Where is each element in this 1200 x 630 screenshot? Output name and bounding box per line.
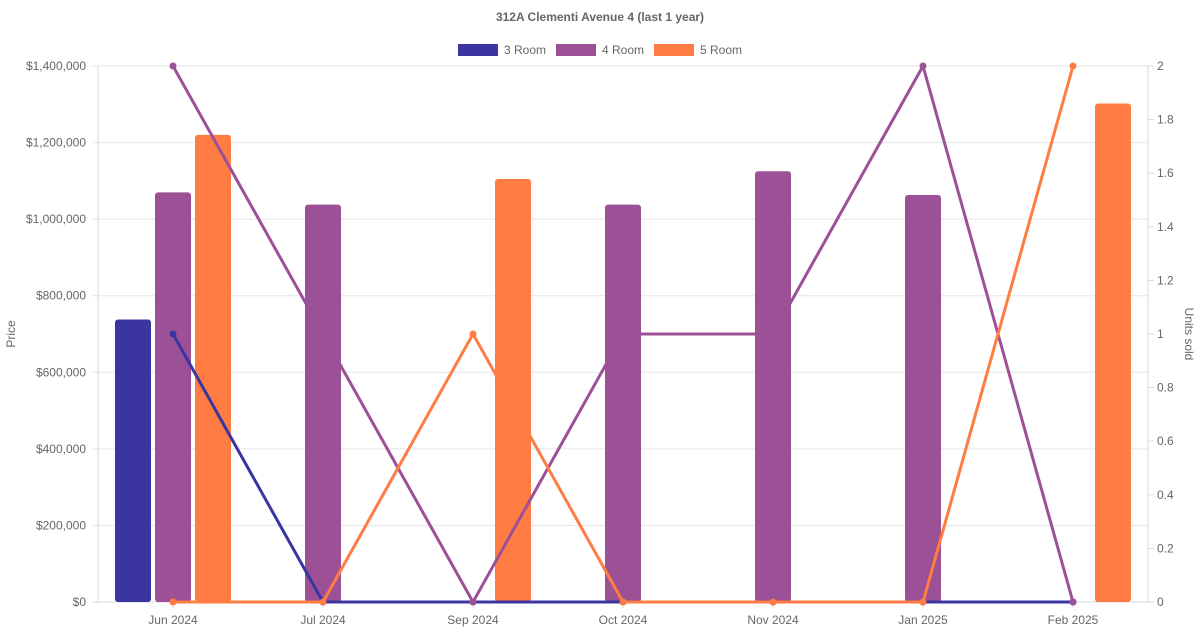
x-tick-label: Feb 2025 xyxy=(1048,613,1099,627)
y2-axis-title: Units sold xyxy=(1182,308,1196,361)
units-point xyxy=(769,598,777,606)
bar-4-room xyxy=(605,204,641,602)
y2-tick-label: 1.6 xyxy=(1157,166,1174,180)
bar-3-room xyxy=(115,319,151,602)
y2-tick-label: 1 xyxy=(1157,327,1164,341)
units-point xyxy=(469,598,477,606)
x-tick-label: Sep 2024 xyxy=(447,613,499,627)
units-point xyxy=(1069,598,1077,606)
y-tick-label: $600,000 xyxy=(36,365,86,379)
bar-4-room xyxy=(905,195,941,602)
legend-label: 3 Room xyxy=(504,43,546,57)
y-tick-label: $0 xyxy=(73,595,87,609)
units-point xyxy=(919,62,927,70)
units-point xyxy=(319,330,327,338)
bars xyxy=(115,103,1131,603)
bar-5-room xyxy=(195,134,231,602)
y-tick-label: $1,400,000 xyxy=(26,59,86,73)
bar-5-room xyxy=(495,178,531,602)
y-tick-label: $1,000,000 xyxy=(26,212,86,226)
units-point xyxy=(769,330,777,338)
chart-title: 312A Clementi Avenue 4 (last 1 year) xyxy=(496,10,704,24)
x-tick-label: Jul 2024 xyxy=(300,613,346,627)
y2-tick-label: 0 xyxy=(1157,595,1164,609)
y-tick-label: $200,000 xyxy=(36,518,86,532)
bar-4-room xyxy=(155,192,191,603)
axis-ticks: $0 $200,000 $400,000 $600,000 $800,000 $1,000… xyxy=(26,59,1174,627)
legend-swatch xyxy=(654,44,695,56)
y2-tick-label: 0.2 xyxy=(1157,541,1174,555)
x-tick-label: Jun 2024 xyxy=(148,613,198,627)
y2-tick-label: 2 xyxy=(1157,59,1164,73)
y2-tick-label: 0.8 xyxy=(1157,381,1174,395)
units-point xyxy=(169,62,177,70)
y-axis-title: Price xyxy=(4,320,18,348)
bar-5-room xyxy=(1095,103,1131,603)
units-point xyxy=(619,330,627,338)
bar-4-room xyxy=(755,171,791,603)
y2-tick-label: 0.6 xyxy=(1157,434,1174,448)
unit-lines xyxy=(169,62,1077,606)
y2-tick-label: 1.4 xyxy=(1157,220,1174,234)
units-point xyxy=(619,598,627,606)
units-point xyxy=(919,598,927,606)
legend-swatch xyxy=(457,44,498,56)
x-tick-label: Oct 2024 xyxy=(599,613,648,627)
y-tick-label: $1,200,000 xyxy=(26,136,86,150)
legend-label: 4 Room xyxy=(602,43,644,57)
x-tick-label: Nov 2024 xyxy=(747,613,799,627)
y-tick-label: $800,000 xyxy=(36,289,86,303)
legend-swatch xyxy=(555,44,596,56)
x-tick-label: Jan 2025 xyxy=(898,613,948,627)
bar-4-room xyxy=(305,204,341,602)
units-point xyxy=(319,598,327,606)
y2-tick-label: 1.2 xyxy=(1157,273,1174,287)
units-point xyxy=(469,330,477,338)
y2-tick-label: 1.8 xyxy=(1157,113,1174,127)
legend: 3 Room 4 Room 5 Room xyxy=(457,43,742,57)
y2-tick-label: 0.4 xyxy=(1157,488,1174,502)
legend-label: 5 Room xyxy=(700,43,742,57)
units-point xyxy=(169,330,177,338)
units-point xyxy=(169,598,177,606)
units-point xyxy=(1069,62,1077,70)
y-tick-label: $400,000 xyxy=(36,442,86,456)
